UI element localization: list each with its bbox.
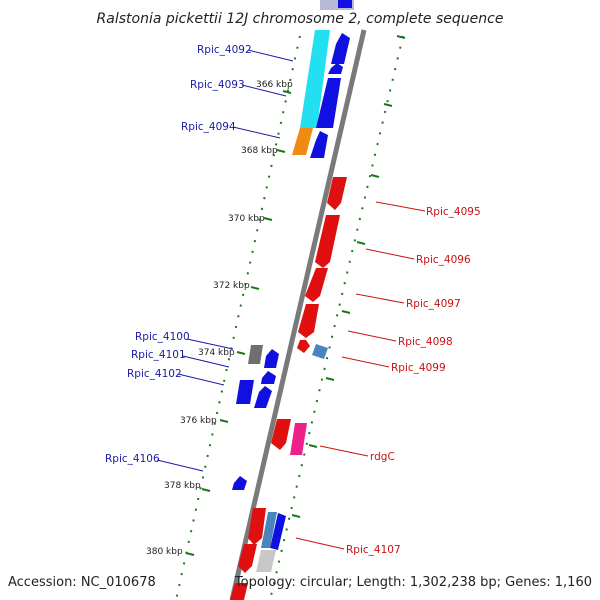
feature-rpic-4092-cds xyxy=(331,33,350,64)
feature-rpic-4102-b xyxy=(254,386,272,408)
connector-rpic-4106 xyxy=(156,459,204,472)
feature-rdgc-red xyxy=(271,419,291,450)
connector-rpic-4093 xyxy=(241,84,287,97)
outer-tick-5 xyxy=(341,310,351,314)
feature-rpic-4107-red-a xyxy=(248,508,266,545)
tick-label-372: 372 kbp xyxy=(213,281,250,291)
label-rpic-4098: Rpic_4098 xyxy=(398,336,453,348)
connector-rpic-4101 xyxy=(182,355,230,368)
label-rpic-4095: Rpic_4095 xyxy=(426,206,481,218)
feature-rpic-4099 xyxy=(312,344,328,359)
label-rpic-4101: Rpic_4101 xyxy=(131,349,186,361)
feature-rpic-4107 xyxy=(261,512,277,548)
label-rpic-4100: Rpic_4100 xyxy=(135,331,190,343)
label-rdgc: rdgC xyxy=(370,451,395,463)
label-rpic-4096: Rpic_4096 xyxy=(416,254,471,266)
feature-top-blue xyxy=(338,0,352,8)
outer-tick-track xyxy=(269,35,404,600)
outer-tick-4 xyxy=(356,241,366,245)
chromosome-backbone xyxy=(229,29,367,600)
connector-rpic-4107 xyxy=(295,537,345,550)
feature-rpic-4102-a xyxy=(236,380,254,404)
label-rpic-4107: Rpic_4107 xyxy=(346,544,401,556)
outer-tick-6 xyxy=(325,377,335,381)
tick-label-368: 368 kbp xyxy=(241,146,278,156)
tick-mark-372 xyxy=(250,286,260,290)
tick-marks xyxy=(185,90,292,556)
feature-rpic-4096 xyxy=(315,215,340,268)
feature-rpic-4106 xyxy=(232,476,247,490)
tick-mark-374 xyxy=(236,351,246,355)
feature-rpic-4093-cds-b xyxy=(316,78,341,128)
connector-rpic-4092 xyxy=(247,49,294,62)
map-title: Ralstonia pickettii 12J chromosome 2, co… xyxy=(97,11,504,27)
tick-mark-370 xyxy=(263,217,273,221)
feature-rpic-4093-cds-a xyxy=(328,63,343,74)
tick-label-374: 374 kbp xyxy=(198,348,235,358)
tick-label-366: 366 kbp xyxy=(256,80,293,90)
outer-tick-1 xyxy=(396,35,406,39)
outer-tick-2 xyxy=(383,103,393,107)
feature-rpic-4099-red xyxy=(297,340,310,353)
label-rpic-4092: Rpic_4092 xyxy=(197,44,252,56)
connector-rpic-4098 xyxy=(347,330,397,342)
feature-bottom-red xyxy=(230,583,248,600)
feature-rpic-4095 xyxy=(327,177,347,210)
feature-rpic-4107-blue xyxy=(270,513,286,550)
outer-tick-8 xyxy=(291,514,301,518)
tick-label-370: 370 kbp xyxy=(228,214,265,224)
accession-text: Accession: NC_010678 xyxy=(8,575,156,590)
feature-rpic-4094-orange xyxy=(292,128,313,155)
feature-rdgc xyxy=(290,423,307,455)
feature-rpic-4098 xyxy=(298,304,319,338)
feature-rpic-4097 xyxy=(305,268,328,302)
label-rpic-4093: Rpic_4093 xyxy=(190,79,245,91)
topology-text: Topology: circular; Length: 1,302,238 bp… xyxy=(234,575,592,590)
connector-rpic-4102 xyxy=(177,373,225,386)
connector-rpic-4094 xyxy=(232,126,281,139)
feature-rpic-4107-gray xyxy=(256,550,276,572)
tick-label-380: 380 kbp xyxy=(146,547,183,557)
forward-gene-labels: Rpic_4092 Rpic_4093 Rpic_4094 Rpic_4100 … xyxy=(105,44,294,472)
connector-rpic-4100 xyxy=(186,338,234,350)
label-rpic-4106: Rpic_4106 xyxy=(105,453,160,465)
feature-rpic-4107-red-b xyxy=(238,544,257,573)
feature-top-faded xyxy=(320,0,354,10)
connector-rdgc xyxy=(319,445,369,457)
tick-label-378: 378 kbp xyxy=(164,481,201,491)
tick-mark-366 xyxy=(282,90,292,94)
feature-rpic-4100 xyxy=(248,345,263,364)
outer-tick-3 xyxy=(370,174,380,178)
feature-rpic-4101-b xyxy=(261,371,276,384)
tick-label-376: 376 kbp xyxy=(180,416,217,426)
connector-rpic-4099 xyxy=(341,356,390,368)
feature-rpic-4092-rna xyxy=(300,30,330,128)
label-rpic-4099: Rpic_4099 xyxy=(391,362,446,374)
tick-mark-368 xyxy=(276,149,286,153)
tick-mark-378 xyxy=(201,488,211,492)
label-rpic-4097: Rpic_4097 xyxy=(406,298,461,310)
connector-rpic-4096 xyxy=(365,248,415,260)
reverse-gene-labels: Rpic_4095 Rpic_4096 Rpic_4097 Rpic_4098 … xyxy=(295,201,481,556)
feature-rpic-4101-a xyxy=(264,349,279,368)
label-rpic-4102: Rpic_4102 xyxy=(127,368,182,380)
outer-tick-marks xyxy=(291,35,406,518)
tick-mark-376 xyxy=(219,419,229,423)
feature-rpic-4094-cds xyxy=(310,131,328,158)
outer-tick-7 xyxy=(308,444,318,448)
tick-mark-380 xyxy=(185,552,195,556)
connector-rpic-4097 xyxy=(355,293,405,304)
connector-rpic-4095 xyxy=(375,201,426,212)
label-rpic-4094: Rpic_4094 xyxy=(181,121,236,133)
